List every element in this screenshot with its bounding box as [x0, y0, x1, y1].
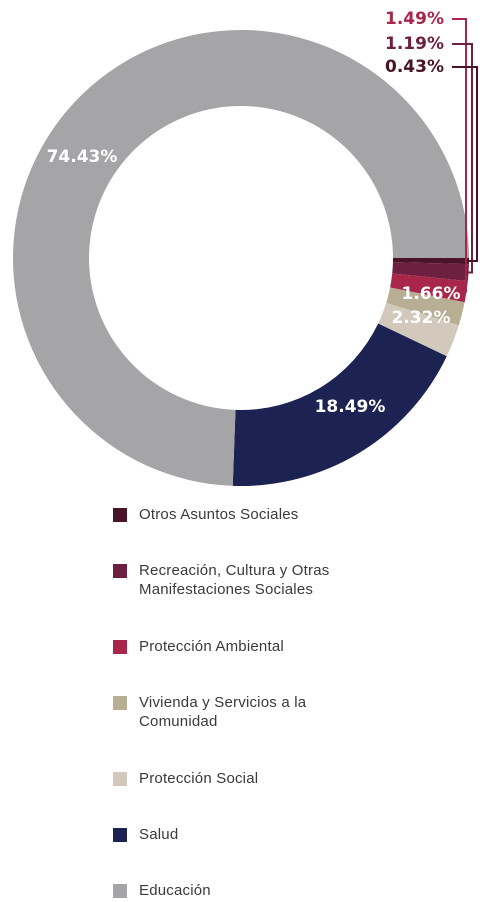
legend-swatch	[113, 696, 127, 710]
legend-label: Vivienda y Servicios a la Comunidad	[139, 694, 307, 730]
legend-swatch	[113, 772, 127, 786]
legend-swatch	[113, 828, 127, 842]
legend-label: Educación	[139, 882, 211, 899]
legend-item: Vivienda y Servicios a la Comunidad	[113, 693, 369, 731]
slice-label-6: 74.43%	[47, 147, 118, 167]
legend-swatch	[113, 640, 127, 654]
slice-label-0: 0.43%	[385, 57, 444, 77]
slice-4	[378, 302, 459, 357]
leader-line-1	[452, 43, 473, 274]
legend-label: Salud	[139, 826, 179, 843]
slice-2	[390, 273, 468, 303]
legend-item: Protección Ambiental	[113, 637, 369, 656]
legend-label: Protección Ambiental	[139, 638, 284, 655]
legend-item: Protección Social	[113, 769, 369, 788]
legend-item: Salud	[113, 825, 369, 844]
slice-5	[232, 323, 447, 486]
leader-line-2	[452, 18, 467, 293]
slice-label-3: 1.66%	[402, 284, 461, 304]
slice-label-5: 18.49%	[315, 397, 386, 417]
slice-0	[392, 258, 469, 265]
donut-chart: 1.66% 2.32% 18.49% 74.43% 1.49% 1.19% 0.43%	[13, 9, 478, 486]
slice-1	[392, 262, 469, 282]
slice-3	[386, 287, 465, 326]
slice-label-1: 1.19%	[385, 34, 444, 54]
legend-swatch	[113, 508, 127, 522]
slice-label-4: 2.32%	[392, 308, 451, 328]
leader-line-0	[452, 66, 478, 263]
legend-label: Protección Social	[139, 770, 259, 787]
legend-label: Otros Asuntos Sociales	[139, 506, 299, 523]
slice-6	[13, 30, 469, 486]
legend-item: Otros Asuntos Sociales	[113, 505, 369, 524]
legend-swatch	[113, 564, 127, 578]
legend-label: Recreación, Cultura y Otras Manifestacio…	[139, 562, 330, 598]
legend-item: Recreación, Cultura y Otras Manifestacio…	[113, 561, 369, 599]
slice-label-2: 1.49%	[385, 9, 444, 29]
legend-item: Educación	[113, 881, 369, 900]
legend-swatch	[113, 884, 127, 898]
